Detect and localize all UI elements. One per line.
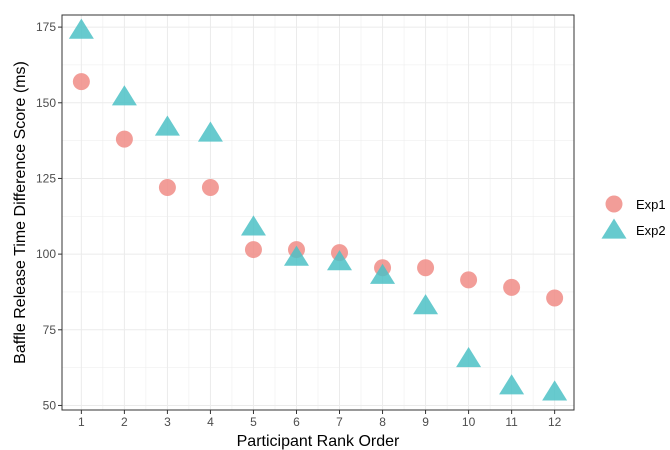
- major-gridlines: [62, 15, 574, 410]
- series-exp2: [68, 18, 568, 401]
- point-exp1-1: [72, 73, 90, 91]
- point-exp1-5: [244, 241, 262, 259]
- point-exp2-8: [370, 263, 396, 284]
- legend-key-exp1: [605, 195, 623, 213]
- point-exp1-12: [546, 289, 564, 307]
- x-tick-label: 6: [293, 415, 300, 429]
- point-exp1-3: [158, 179, 176, 197]
- x-axis-ticks: 1 2 3 4 5 6 7 8 9 10 11 12: [78, 410, 562, 429]
- point-exp2-7: [327, 250, 353, 271]
- x-tick-label: 12: [548, 415, 562, 429]
- y-tick-label: 50: [43, 398, 57, 412]
- point-exp1-4: [201, 179, 219, 197]
- legend-item-exp1: Exp1: [605, 195, 666, 213]
- x-tick-label: 9: [422, 415, 429, 429]
- x-tick-label: 3: [164, 415, 171, 429]
- point-exp2-6: [283, 245, 309, 266]
- y-tick-label: 150: [36, 96, 56, 110]
- point-exp2-9: [413, 294, 439, 315]
- point-exp1-2: [115, 130, 133, 148]
- point-exp2-12: [542, 380, 568, 401]
- x-tick-label: 5: [250, 415, 257, 429]
- legend-label: Exp1: [636, 197, 666, 212]
- legend-item-exp2: Exp2: [601, 218, 666, 239]
- point-exp2-10: [456, 347, 482, 368]
- point-exp2-1: [68, 18, 94, 39]
- x-tick-label: 2: [121, 415, 128, 429]
- y-tick-label: 125: [36, 171, 56, 185]
- x-tick-label: 8: [379, 415, 386, 429]
- x-tick-label: 1: [78, 415, 85, 429]
- y-tick-label: 175: [36, 20, 56, 34]
- x-tick-label: 11: [505, 415, 518, 429]
- point-exp2-5: [240, 215, 266, 236]
- legend-key-exp2: [601, 218, 627, 239]
- point-exp1-10: [460, 271, 478, 289]
- data-points: [68, 18, 568, 401]
- point-exp1-9: [417, 259, 435, 277]
- point-exp2-2: [111, 85, 137, 106]
- x-tick-label: 7: [336, 415, 343, 429]
- y-axis-ticks: 50 75 100 125 150 175: [36, 20, 62, 412]
- point-exp2-3: [154, 115, 180, 136]
- y-tick-label: 75: [43, 323, 57, 337]
- point-exp2-4: [197, 121, 223, 142]
- plot-border: [61, 14, 575, 411]
- minor-gridlines: [62, 15, 574, 410]
- point-exp2-11: [499, 374, 525, 395]
- x-tick-label: 10: [462, 415, 476, 429]
- legend: Exp1 Exp2: [601, 195, 666, 239]
- point-exp1-11: [503, 278, 521, 296]
- legend-label: Exp2: [636, 223, 666, 238]
- x-axis-title: Participant Rank Order: [237, 433, 400, 450]
- x-tick-label: 4: [207, 415, 214, 429]
- y-tick-label: 100: [36, 247, 56, 261]
- y-axis-title: Baffle Release Time Difference Score (ms…: [12, 61, 29, 364]
